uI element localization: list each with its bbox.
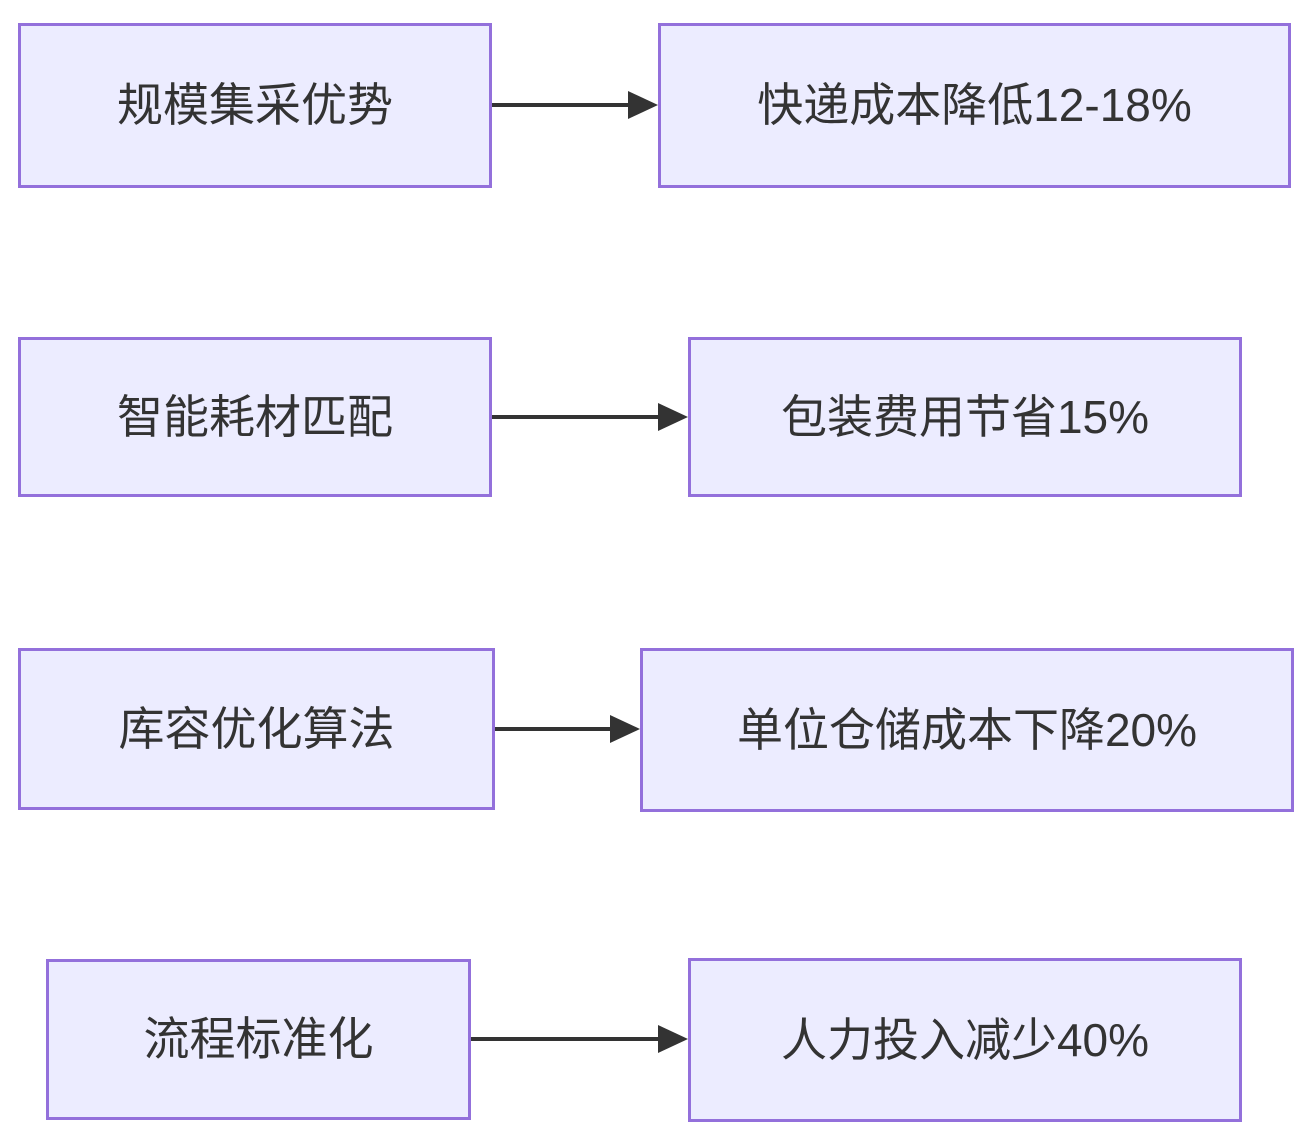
node-scale-procurement: 规模集采优势 <box>18 23 492 188</box>
arrow-line-1 <box>492 103 630 107</box>
node-labor-reduction-result: 人力投入减少40% <box>688 958 1242 1122</box>
node-label: 快递成本降低12-18% <box>757 79 1192 132</box>
arrowhead-icon <box>628 91 658 119</box>
node-process-standardization: 流程标准化 <box>46 959 471 1120</box>
node-packaging-cost-result: 包装费用节省15% <box>688 337 1242 497</box>
arrow-line-4 <box>471 1037 660 1041</box>
arrow-line-3 <box>495 727 612 731</box>
arrowhead-icon <box>658 1025 688 1053</box>
node-label: 流程标准化 <box>143 1013 374 1066</box>
node-label: 包装费用节省15% <box>780 390 1150 443</box>
arrow-line-2 <box>492 415 660 419</box>
node-smart-material-matching: 智能耗材匹配 <box>18 337 492 497</box>
node-label: 库容优化算法 <box>118 702 395 755</box>
arrowhead-icon <box>658 403 688 431</box>
node-label: 单位仓储成本下降20% <box>736 703 1198 756</box>
node-express-cost-result: 快递成本降低12-18% <box>658 23 1291 188</box>
node-storage-optimization-algorithm: 库容优化算法 <box>18 648 495 810</box>
arrowhead-icon <box>610 715 640 743</box>
node-label: 人力投入减少40% <box>780 1013 1150 1066</box>
node-label: 智能耗材匹配 <box>117 390 393 443</box>
node-label: 规模集采优势 <box>117 79 393 132</box>
node-warehouse-cost-result: 单位仓储成本下降20% <box>640 648 1294 812</box>
